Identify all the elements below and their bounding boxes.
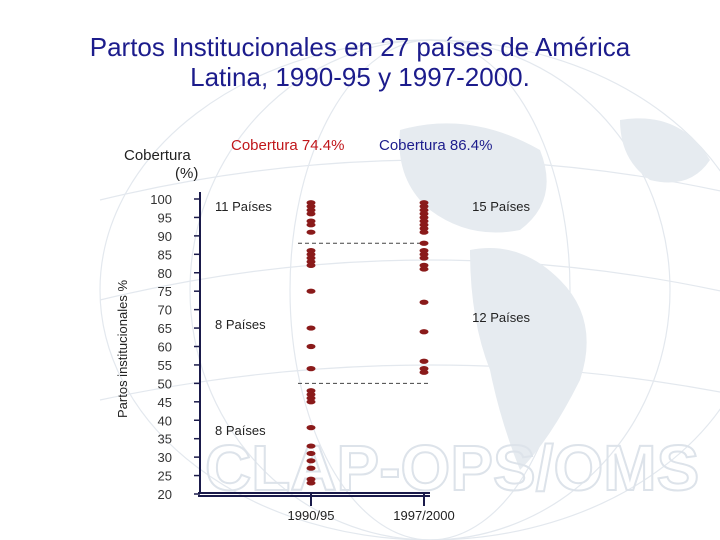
y-tick-label: 20 [158,487,172,502]
page-title-line-1: Partos Institucionales en 27 países de A… [89,32,631,62]
data-point [306,211,316,217]
data-point [419,366,429,372]
y-tick-label: 90 [158,229,172,244]
data-point [306,200,316,206]
data-point [306,465,316,471]
data-point [306,476,316,482]
y-tick-label: 70 [158,303,172,318]
annotation-label: 12 Países [472,310,530,325]
y-tick-label: 45 [158,395,172,410]
y-tick-label: 30 [158,450,172,465]
y-tick-label: 100 [150,192,172,207]
data-point [419,211,429,217]
data-point [306,251,316,257]
y-tick-label: 80 [158,266,172,281]
annotation-label: 11 Países [215,199,272,214]
data-point [306,391,316,398]
data-point [306,288,316,294]
data-point [419,299,429,305]
coverage-1990-label: Cobertura 74.4% [231,137,345,154]
data-point [306,395,316,401]
data-point [419,262,429,268]
data-point [306,248,316,254]
data-point [419,255,429,261]
coverage-label-line-1: Cobertura [124,147,191,164]
coverage-1997-label: Cobertura 86.4% [379,137,493,154]
annotation-label: 8 Países [215,423,266,438]
y-tick-label: 50 [158,376,172,391]
annotation-label: 15 Países [472,199,530,214]
data-point [306,443,316,449]
data-point [306,259,316,265]
data-point [306,222,316,228]
data-point [419,200,429,206]
data-point [419,222,429,228]
x-tick-label: 1997/2000 [393,508,454,523]
data-point [306,262,316,268]
data-point [419,329,429,335]
data-point [306,343,316,350]
x-tick-label: 1990/95 [288,508,335,523]
data-point [306,203,316,209]
data-point [419,225,429,232]
y-tick-label: 60 [158,340,172,355]
data-point [419,240,429,246]
data-point [419,248,429,254]
data-point [306,218,316,224]
y-tick-label: 85 [158,247,172,262]
y-tick-label: 65 [158,321,172,336]
data-point [306,425,316,431]
data-point [419,358,429,364]
data-point [306,388,316,394]
data-point [306,399,316,405]
data-point [419,266,429,272]
data-point [306,207,316,213]
data-point [419,203,429,209]
data-point [419,207,429,213]
data-point [306,366,316,372]
y-tick-label: 40 [158,413,172,428]
annotation-label: 8 Países [215,317,266,332]
data-point [306,450,316,457]
data-point [306,229,316,235]
data-point [306,458,316,464]
y-tick-label: 35 [158,432,172,447]
data-point [306,255,316,261]
y-tick-label: 75 [158,284,172,299]
data-point [306,480,316,486]
data-point [419,369,429,375]
data-point [419,214,429,221]
y-tick-label: 55 [158,358,172,373]
data-point [419,218,429,224]
page-title-line-2: Latina, 1990-95 y 1997-2000. [190,62,530,92]
y-tick-label: 95 [158,210,172,225]
data-point [419,229,429,235]
y-tick-label: 25 [158,469,172,484]
data-point [306,325,316,331]
coverage-label-line-2: (%) [175,165,199,182]
y-axis-label: Partos institucionales % [115,280,130,418]
data-point [419,251,429,257]
